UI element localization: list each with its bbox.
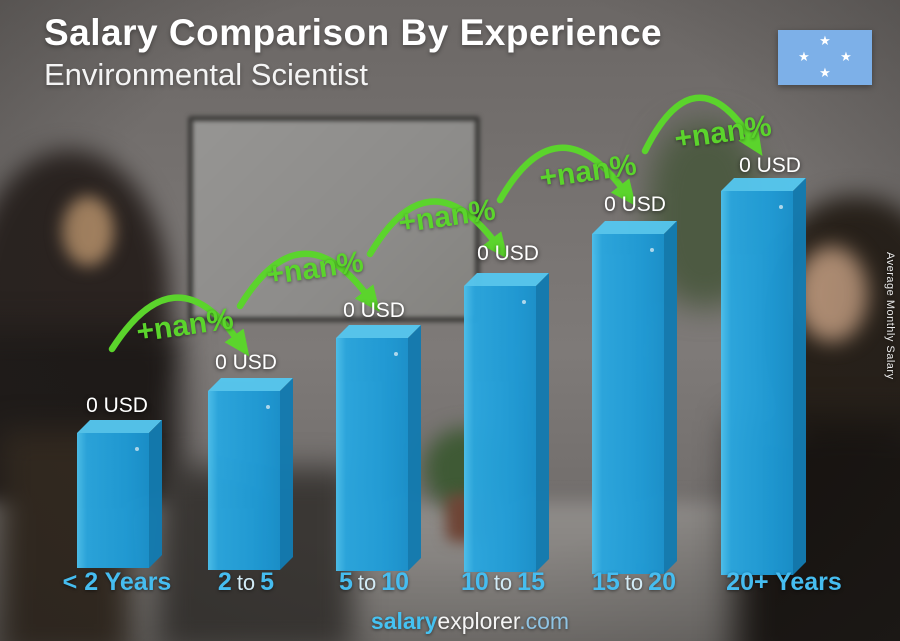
value-label-2: 0 USD — [343, 299, 405, 322]
site-watermark: salaryexplorer.com — [371, 608, 569, 635]
category-text: 15 — [592, 568, 620, 596]
value-label-5: 0 USD — [739, 154, 801, 177]
category-text: 10 — [381, 568, 410, 596]
category-label-3: 10 to 15 — [461, 568, 545, 597]
person-right-face-shape — [796, 246, 868, 342]
value-label-3: 0 USD — [477, 242, 539, 265]
growth-arrow-4 — [496, 144, 636, 207]
category-text: to — [357, 570, 377, 595]
bar-10-to-15 — [464, 273, 549, 572]
y-axis-title: Average Monthly Salary — [884, 252, 896, 380]
page-title: Salary Comparison By Experience — [44, 12, 663, 53]
category-text: 10 — [461, 568, 489, 596]
brand-bold-text: salary — [370, 608, 438, 634]
page-subtitle: Environmental Scientist — [44, 57, 368, 92]
category-text: 5 — [338, 568, 353, 596]
value-label-4: 0 USD — [604, 193, 666, 216]
flag-star-icon: ★ — [798, 49, 810, 64]
category-text: 20 — [648, 568, 676, 596]
category-text: to — [236, 570, 256, 595]
value-label-0: 0 USD — [86, 394, 148, 417]
value-label-1: 0 USD — [215, 351, 277, 374]
micronesia-flag: ★ ★ ★ ★ — [778, 30, 872, 85]
brand-suffix-text: .com — [519, 608, 570, 634]
brand-regular-text: explorer — [437, 608, 520, 634]
flag-star-icon: ★ — [819, 33, 831, 48]
category-label-5: 20+ Years — [726, 568, 842, 597]
category-label-4: 15 to 20 — [592, 568, 676, 597]
bar-2-to-5 — [208, 378, 293, 570]
bar-20-plus-years — [721, 178, 806, 575]
category-text: 2 — [217, 568, 232, 596]
growth-arrow-2 — [236, 250, 380, 313]
category-text: 20+ Years — [726, 568, 842, 596]
bar-lt-2-years — [77, 420, 162, 568]
category-text: to — [493, 570, 513, 595]
category-text: 15 — [517, 568, 545, 596]
category-label-0: < 2 Years — [63, 568, 172, 597]
category-text: < 2 Years — [62, 568, 172, 596]
whiteboard-shape — [188, 116, 480, 322]
category-label-2: 5 to 10 — [339, 568, 409, 597]
category-label-1: 2 to 5 — [218, 568, 274, 597]
growth-arrow-5 — [641, 94, 763, 156]
flag-star-icon: ★ — [840, 49, 852, 64]
category-text: 5 — [260, 568, 275, 596]
category-text: to — [624, 570, 644, 595]
growth-arrow-3 — [366, 198, 508, 259]
bar-5-to-10 — [336, 325, 421, 571]
person-left-face-shape — [62, 196, 114, 266]
flag-star-icon: ★ — [819, 65, 831, 80]
growth-arrow-1 — [108, 294, 250, 357]
bar-15-to-20 — [592, 221, 677, 574]
